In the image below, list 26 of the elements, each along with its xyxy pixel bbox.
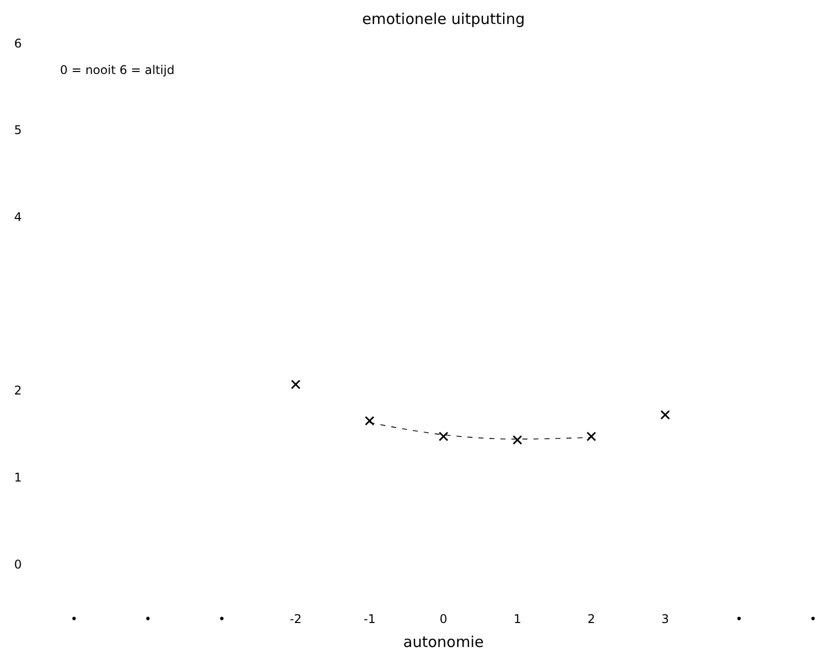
x-tick-label: -2 — [290, 612, 302, 626]
y-tick-label: 6 — [14, 36, 22, 50]
y-tick-label: 4 — [14, 210, 22, 224]
y-tick-label: 1 — [14, 470, 22, 484]
x-tick-label: 3 — [661, 612, 670, 626]
point — [290, 380, 300, 390]
x-tick-label: 0 — [440, 612, 448, 626]
point — [586, 432, 596, 442]
x-tick-label: 2 — [587, 612, 596, 626]
x-tick-label: • — [809, 612, 817, 626]
x-tick-label: 1 — [514, 612, 522, 626]
x-axis-title: autonomie — [403, 633, 484, 651]
point — [660, 410, 670, 420]
point — [512, 435, 522, 445]
annotation: 0 = nooit 6 = altijd — [60, 63, 174, 77]
x-tick-label: • — [144, 612, 152, 626]
x-tick-label: • — [736, 612, 743, 626]
chart-title: emotionele uitputting — [362, 10, 525, 28]
x-tick-label: • — [70, 612, 78, 626]
point — [364, 416, 374, 426]
x-tick-label: • — [218, 612, 226, 626]
y-tick-label: 2 — [14, 384, 22, 398]
y-tick-label: 5 — [14, 123, 22, 138]
point — [438, 432, 448, 442]
x-tick-label: -1 — [364, 612, 376, 626]
y-tick-label: 0 — [14, 557, 22, 572]
